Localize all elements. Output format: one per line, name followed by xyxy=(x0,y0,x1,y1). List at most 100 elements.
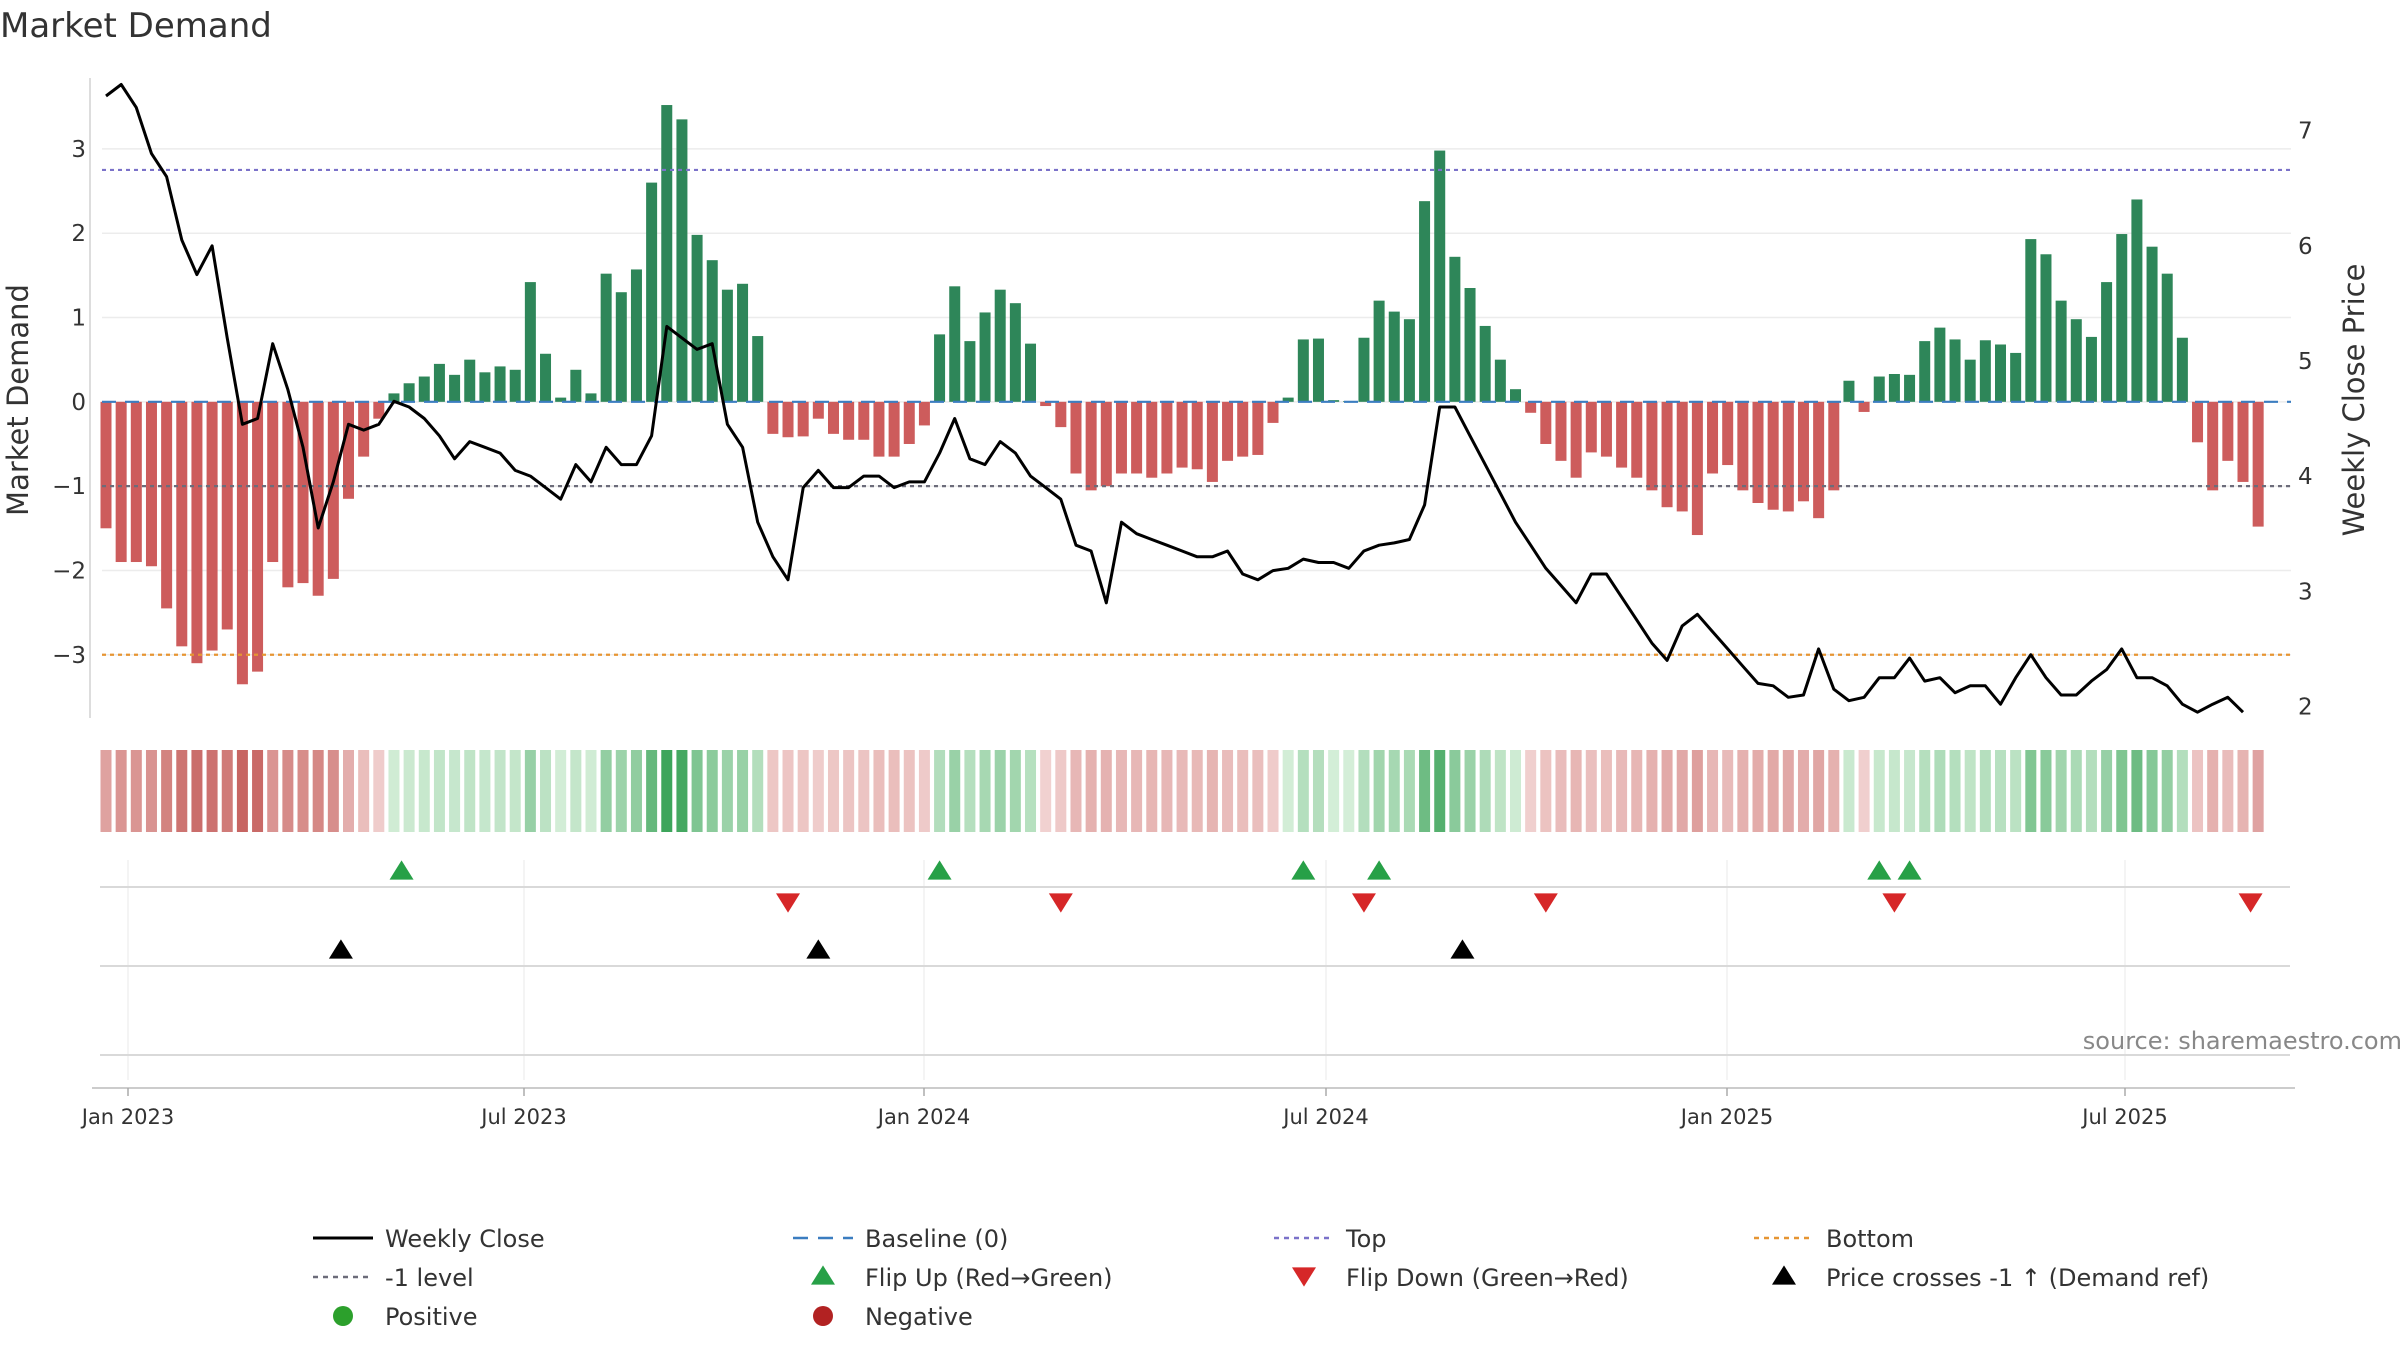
demand-bar xyxy=(403,383,415,402)
demand-bar xyxy=(1100,401,1112,487)
demand-bar xyxy=(858,401,870,440)
demand-bar xyxy=(2010,352,2022,402)
demand-bar xyxy=(1191,401,1203,470)
heat-cell xyxy=(918,750,930,832)
heat-cell xyxy=(221,750,233,832)
heat-cell xyxy=(827,750,839,832)
demand-bar xyxy=(1873,376,1885,402)
heat-cell xyxy=(267,750,279,832)
legend-label: Weekly Close xyxy=(385,1225,545,1253)
heat-cell xyxy=(2010,750,2022,832)
heat-cell xyxy=(1388,750,1400,832)
demand-bar xyxy=(464,359,476,402)
demand-bar xyxy=(767,401,779,434)
heat-cell xyxy=(1616,750,1628,832)
heat-cell xyxy=(1934,750,1946,832)
heat-cell xyxy=(433,750,445,832)
heat-cell xyxy=(1767,750,1779,832)
heat-cell xyxy=(752,750,764,832)
heat-cell xyxy=(1510,750,1522,832)
legend-label: Negative xyxy=(865,1303,973,1331)
demand-bar xyxy=(1737,401,1749,491)
heat-cell xyxy=(782,750,794,832)
legend-swatch xyxy=(813,1306,833,1326)
heat-cell xyxy=(1722,750,1734,832)
demand-bar xyxy=(342,401,354,499)
price-cross-marker xyxy=(328,939,353,959)
demand-bar xyxy=(236,401,248,685)
demand-bar xyxy=(1888,374,1900,402)
heat-cell xyxy=(1161,750,1173,832)
demand-bar xyxy=(1797,401,1809,502)
flip-up-marker xyxy=(1897,860,1922,880)
demand-bar xyxy=(812,401,824,419)
heat-cell xyxy=(812,750,824,832)
demand-bar xyxy=(934,334,946,402)
demand-bar xyxy=(1934,327,1946,402)
demand-bar xyxy=(1691,401,1703,536)
demand-bar xyxy=(737,283,749,402)
demand-bar xyxy=(2146,246,2158,402)
heat-cell xyxy=(1828,750,1840,832)
heat-cell xyxy=(1222,750,1234,832)
heat-cell xyxy=(2040,750,2052,832)
legend-label: Flip Down (Green→Red) xyxy=(1346,1264,1629,1292)
heat-cell xyxy=(524,750,536,832)
heat-cell xyxy=(1646,750,1658,832)
demand-bar xyxy=(1267,401,1279,423)
y-right-tick-label: 2 xyxy=(2298,694,2313,720)
heat-cell xyxy=(1040,750,1052,832)
heat-cell xyxy=(2070,750,2082,832)
heat-cell xyxy=(1131,750,1143,832)
demand-bar xyxy=(706,260,718,402)
demand-bar xyxy=(949,286,961,402)
demand-bar xyxy=(1419,201,1431,402)
demand-bar xyxy=(1540,401,1552,444)
heat-cell xyxy=(540,750,552,832)
heat-cell xyxy=(1707,750,1719,832)
chart-title: Market Demand xyxy=(0,6,272,46)
demand-bar xyxy=(2222,401,2234,461)
demand-bar xyxy=(1070,401,1082,474)
heat-cell xyxy=(1797,750,1809,832)
heat-cell xyxy=(1843,750,1855,832)
demand-bar xyxy=(1964,359,1976,402)
demand-bar xyxy=(721,289,733,402)
demand-bar xyxy=(1434,150,1446,402)
demand-bar xyxy=(1252,401,1264,455)
heat-cell xyxy=(2116,750,2128,832)
heat-cell xyxy=(191,750,203,832)
heat-cell xyxy=(979,750,991,832)
demand-bar xyxy=(1403,319,1415,402)
demand-bar xyxy=(1222,401,1234,461)
heat-cell xyxy=(1585,750,1597,832)
x-tick-label: Jan 2023 xyxy=(80,1105,175,1129)
heat-cell xyxy=(1873,750,1885,832)
demand-bar xyxy=(1206,401,1218,482)
heat-cell xyxy=(1479,750,1491,832)
heat-cell xyxy=(994,750,1006,832)
heat-cell xyxy=(1464,750,1476,832)
demand-bar xyxy=(964,341,976,402)
demand-bar xyxy=(797,401,809,437)
demand-bar xyxy=(252,401,264,672)
heat-cell xyxy=(2131,750,2143,832)
demand-bar xyxy=(1767,401,1779,510)
demand-bar xyxy=(509,369,521,402)
heat-cell xyxy=(2101,750,2113,832)
y-left-tick-label: −2 xyxy=(52,558,86,584)
heat-cell xyxy=(479,750,491,832)
demand-bar xyxy=(1297,339,1309,402)
heat-cell xyxy=(2192,750,2204,832)
demand-bar xyxy=(1525,401,1537,413)
heat-cell xyxy=(1676,750,1688,832)
heat-cell xyxy=(858,750,870,832)
heat-cell xyxy=(1979,750,1991,832)
demand-bar xyxy=(1025,343,1037,402)
demand-bar xyxy=(2161,273,2173,402)
heat-cell xyxy=(615,750,627,832)
demand-bar xyxy=(1312,338,1324,402)
heat-cell xyxy=(236,750,248,832)
heat-cell xyxy=(949,750,961,832)
